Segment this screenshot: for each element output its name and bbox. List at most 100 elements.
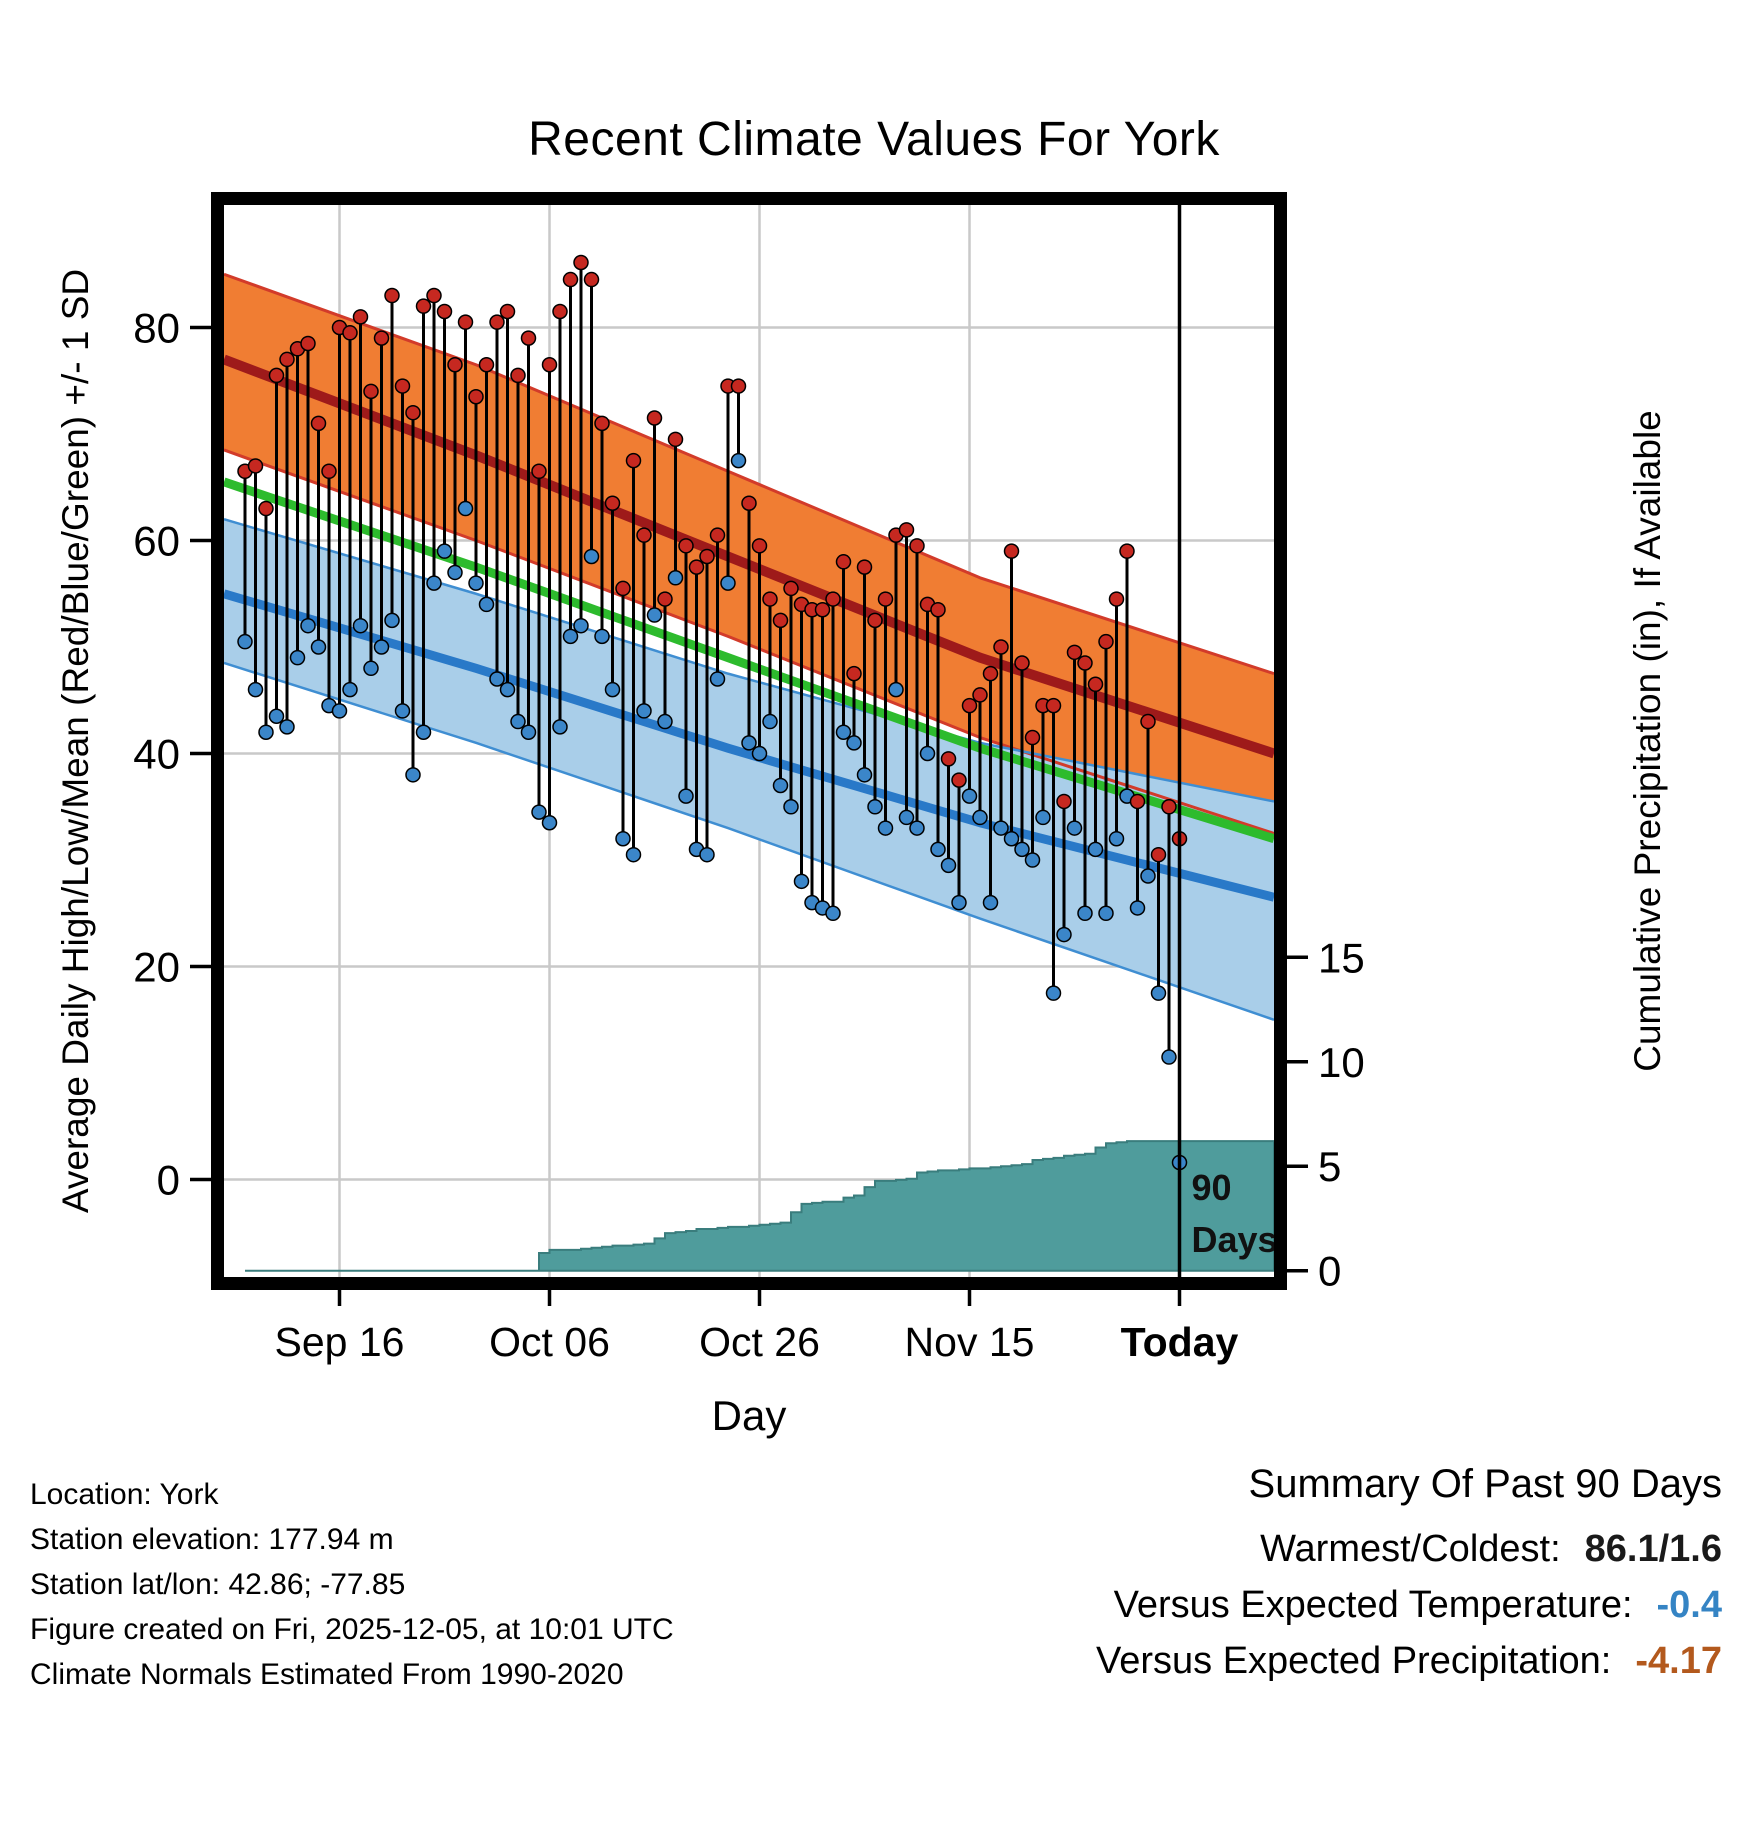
daily-low-dot bbox=[436, 543, 453, 559]
y-left-tick-label: 20 bbox=[133, 944, 180, 991]
daily-low-dot bbox=[636, 703, 652, 719]
summary-value: 86.1/1.6 bbox=[1584, 1528, 1722, 1570]
daily-low-dot bbox=[300, 617, 316, 634]
summary-value: -4.17 bbox=[1635, 1640, 1722, 1682]
daily-low-dot bbox=[562, 628, 579, 645]
daily-high-dot bbox=[646, 410, 663, 426]
daily-low-dot bbox=[1098, 905, 1114, 922]
daily-high-dot bbox=[1087, 676, 1104, 693]
summary-label: Versus Expected Temperature: bbox=[1113, 1584, 1633, 1626]
daily-high-dot bbox=[541, 357, 558, 373]
daily-low-dot bbox=[751, 745, 768, 762]
daily-high-dot bbox=[552, 303, 568, 320]
daily-high-dot bbox=[930, 601, 946, 618]
daily-low-dot bbox=[583, 548, 600, 565]
daily-low-dot bbox=[657, 713, 673, 730]
daily-low-dot bbox=[793, 873, 810, 890]
ninety-days-label2: Days bbox=[1192, 1219, 1278, 1260]
daily-high-dot bbox=[615, 580, 631, 597]
daily-low-dot bbox=[741, 735, 757, 751]
daily-high-dot bbox=[909, 538, 925, 554]
daily-low-dot bbox=[772, 777, 789, 794]
daily-low-dot bbox=[1066, 820, 1083, 836]
daily-low-dot bbox=[510, 713, 526, 730]
daily-low-dot bbox=[835, 724, 852, 740]
daily-low-dot bbox=[342, 681, 358, 698]
daily-low-dot bbox=[867, 799, 883, 815]
latlon-line: Station lat/lon: 42.86; -77.85 bbox=[30, 1568, 406, 1601]
daily-high-dot bbox=[699, 548, 715, 565]
y-right-tick-label: 10 bbox=[1318, 1039, 1365, 1086]
daily-high-dot bbox=[1119, 543, 1135, 559]
elevation-line: Station elevation: 177.94 m bbox=[30, 1523, 394, 1556]
daily-low-dot bbox=[541, 814, 558, 831]
summary-label: Warmest/Coldest: bbox=[1260, 1528, 1561, 1570]
daily-low-dot bbox=[279, 719, 295, 735]
daily-low-dot bbox=[1003, 830, 1020, 847]
daily-low-dot bbox=[520, 724, 537, 740]
x-tick-label: Today bbox=[1121, 1319, 1239, 1365]
daily-low-dot bbox=[489, 671, 505, 687]
daily-high-dot bbox=[1014, 655, 1030, 671]
daily-low-dot bbox=[594, 628, 610, 645]
daily-high-dot bbox=[1077, 655, 1093, 671]
y-right-tick-label: 0 bbox=[1318, 1248, 1341, 1295]
daily-low-dot bbox=[604, 681, 621, 698]
daily-high-dot bbox=[814, 601, 831, 618]
daily-high-dot bbox=[583, 271, 600, 288]
daily-low-dot bbox=[237, 633, 253, 650]
daily-low-dot bbox=[1077, 905, 1093, 922]
summary-label: Versus Expected Precipitation: bbox=[1095, 1640, 1612, 1682]
daily-high-dot bbox=[247, 458, 264, 474]
daily-low-dot bbox=[877, 820, 894, 836]
daily-low-dot bbox=[615, 830, 631, 847]
daily-high-dot bbox=[867, 612, 883, 629]
daily-low-dot bbox=[310, 639, 327, 655]
daily-high-dot bbox=[310, 415, 327, 432]
daily-high-dot bbox=[783, 580, 799, 597]
daily-low-dot bbox=[783, 799, 799, 815]
daily-low-dot bbox=[720, 575, 736, 591]
daily-low-dot bbox=[667, 570, 684, 586]
daily-low-dot bbox=[625, 846, 642, 863]
plot-border bbox=[211, 192, 1287, 1290]
daily-high-dot bbox=[1129, 793, 1146, 810]
daily-high-dot bbox=[1161, 799, 1177, 815]
daily-high-dot bbox=[510, 367, 526, 384]
daily-high-dot bbox=[846, 665, 862, 682]
daily-high-dot bbox=[898, 522, 915, 538]
x-tick-label: Nov 15 bbox=[905, 1319, 1035, 1365]
daily-low-dot bbox=[730, 452, 747, 469]
daily-low-dot bbox=[888, 681, 904, 698]
daily-high-dot bbox=[279, 351, 295, 368]
daily-high-dot bbox=[856, 559, 873, 575]
daily-low-dot bbox=[331, 703, 348, 719]
daily-high-dot bbox=[762, 591, 778, 607]
daily-high-dot bbox=[268, 367, 285, 384]
chart-title: Recent Climate Values For York bbox=[528, 113, 1220, 166]
daily-high-dot bbox=[993, 639, 1009, 655]
axes: Sep 16 Oct 06 Oct 26 Nov 15 Today 0 20 40 60 80 0 5… bbox=[133, 304, 1364, 1365]
daily-low-dot bbox=[856, 767, 873, 783]
daily-high-dot bbox=[394, 378, 411, 394]
daily-high-dot bbox=[436, 303, 453, 320]
daily-low-dot bbox=[1014, 841, 1030, 858]
daily-high-dot bbox=[1150, 846, 1167, 863]
daily-high-dot bbox=[730, 378, 747, 394]
daily-high-dot bbox=[562, 271, 579, 288]
daily-high-dot bbox=[688, 559, 705, 575]
summary-row-vs-precipitation: Versus Expected Precipitation: -4.17 bbox=[1096, 1633, 1722, 1689]
daily-high-dot bbox=[961, 697, 978, 714]
daily-high-dot bbox=[321, 463, 337, 480]
summary-row-warmest-coldest: Warmest/Coldest: 86.1/1.6 bbox=[1096, 1521, 1722, 1577]
daily-low-dot bbox=[247, 681, 264, 698]
y-left-tick-label: 60 bbox=[133, 517, 180, 564]
daily-high-dot bbox=[1024, 729, 1041, 746]
daily-high-dot bbox=[1108, 591, 1125, 607]
daily-high-dot bbox=[1045, 697, 1062, 714]
daily-low-dot bbox=[646, 607, 663, 623]
daily-high-dot bbox=[678, 538, 694, 554]
daily-high-dot bbox=[636, 527, 652, 543]
daily-low-dot bbox=[373, 639, 390, 655]
daily-low-dot bbox=[1087, 841, 1104, 858]
